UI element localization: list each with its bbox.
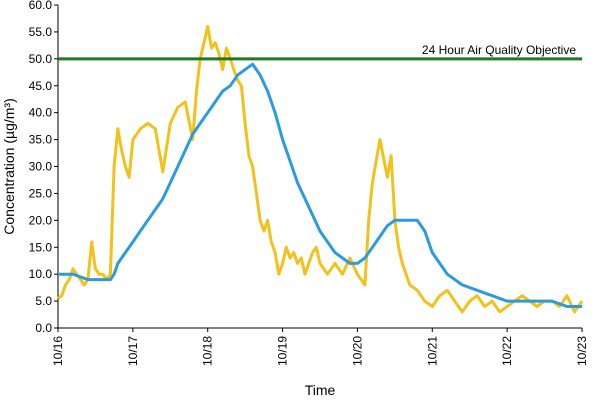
x-axis-ticks: 10/16 10/17 10/18 10/19 10/20 10/21 10/22 10/23 (51, 328, 589, 366)
y-tick-label: 45.0 (29, 79, 53, 93)
objective-label: 24 Hour Air Quality Objective (422, 43, 576, 57)
series-layer (57, 25, 584, 314)
y-tick-label: 5.0 (35, 294, 52, 308)
y-tick-label: 60.0 (29, 0, 53, 12)
x-tick-label: 10/20 (350, 336, 364, 366)
x-tick-label: 10/22 (500, 336, 514, 366)
x-tick-label: 10/19 (276, 336, 290, 366)
series-line-2 (58, 62, 582, 308)
y-tick-label: 10.0 (29, 267, 53, 281)
y-tick-label: 50.0 (29, 52, 53, 66)
y-axis-ticks: 0.0 5.0 10.0 15.0 20.0 25.0 30.0 35.0 40.0 45.0 50… (29, 0, 58, 335)
y-tick-label: 20.0 (29, 213, 53, 227)
y-tick-label: 0.0 (35, 321, 52, 335)
y-tick-label: 40.0 (29, 106, 53, 120)
x-tick-label: 10/21 (425, 336, 439, 366)
series-line-1 (57, 25, 584, 314)
x-tick-label: 10/23 (575, 336, 589, 366)
x-tick-label: 10/16 (51, 336, 65, 366)
x-axis-title: Time (305, 382, 336, 398)
y-tick-label: 15.0 (29, 240, 53, 254)
x-tick-label: 10/18 (201, 336, 215, 366)
y-tick-label: 25.0 (29, 186, 53, 200)
y-axis-title: Concentration (µg/m³) (1, 98, 17, 234)
y-tick-label: 30.0 (29, 160, 53, 174)
y-tick-label: 35.0 (29, 133, 53, 147)
y-tick-label: 55.0 (29, 25, 53, 39)
x-tick-label: 10/17 (126, 336, 140, 366)
